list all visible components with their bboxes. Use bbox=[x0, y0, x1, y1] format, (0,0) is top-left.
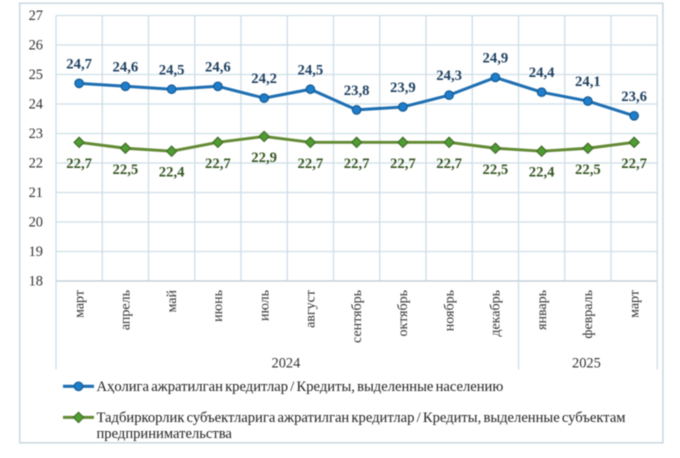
svg-text:23,8: 23,8 bbox=[344, 83, 370, 99]
svg-text:июнь: июнь bbox=[211, 290, 226, 322]
svg-text:24,6: 24,6 bbox=[113, 59, 139, 75]
svg-text:24,3: 24,3 bbox=[436, 68, 462, 84]
svg-text:24,6: 24,6 bbox=[205, 59, 231, 75]
svg-text:август: август bbox=[304, 290, 319, 328]
svg-text:23,6: 23,6 bbox=[621, 89, 647, 105]
svg-text:22: 22 bbox=[29, 155, 43, 171]
svg-text:22,7: 22,7 bbox=[344, 156, 370, 172]
svg-text:21: 21 bbox=[29, 185, 43, 201]
svg-text:24,4: 24,4 bbox=[529, 65, 555, 81]
svg-text:26: 26 bbox=[29, 37, 43, 53]
svg-text:24,9: 24,9 bbox=[483, 50, 509, 66]
svg-text:20: 20 bbox=[29, 214, 43, 230]
svg-text:22,7: 22,7 bbox=[298, 156, 324, 172]
svg-text:18: 18 bbox=[29, 273, 43, 289]
svg-text:март: март bbox=[627, 290, 642, 318]
svg-text:24,1: 24,1 bbox=[575, 74, 601, 90]
svg-text:22,7: 22,7 bbox=[66, 156, 92, 172]
svg-text:март: март bbox=[72, 290, 87, 318]
svg-text:апрель: апрель bbox=[119, 290, 134, 330]
svg-text:24,7: 24,7 bbox=[66, 56, 92, 72]
svg-text:ноябрь: ноябрь bbox=[442, 290, 457, 331]
svg-text:июль: июль bbox=[257, 290, 272, 321]
svg-text:22,9: 22,9 bbox=[251, 150, 277, 166]
svg-text:2025: 2025 bbox=[572, 356, 601, 372]
svg-text:февраль: февраль bbox=[581, 290, 596, 339]
svg-text:22,5: 22,5 bbox=[575, 162, 601, 178]
svg-text:24,5: 24,5 bbox=[159, 62, 185, 78]
svg-text:май: май bbox=[165, 290, 180, 313]
svg-text:22,5: 22,5 bbox=[483, 162, 509, 178]
svg-text:22,7: 22,7 bbox=[390, 156, 416, 172]
svg-text:декабрь: декабрь bbox=[489, 290, 504, 337]
svg-text:Аҳолига ажратилган кредитлар /: Аҳолига ажратилган кредитлар / Кредиты, … bbox=[97, 379, 504, 395]
svg-text:октябрь: октябрь bbox=[396, 290, 411, 337]
svg-text:24,5: 24,5 bbox=[298, 62, 324, 78]
svg-text:19: 19 bbox=[29, 244, 43, 260]
svg-text:22,4: 22,4 bbox=[159, 165, 185, 181]
svg-text:22,7: 22,7 bbox=[621, 156, 647, 172]
svg-text:22,7: 22,7 bbox=[436, 156, 462, 172]
svg-text:22,4: 22,4 bbox=[529, 165, 555, 181]
svg-text:2024: 2024 bbox=[272, 356, 301, 372]
svg-text:24: 24 bbox=[29, 96, 43, 112]
svg-text:25: 25 bbox=[29, 67, 43, 83]
svg-text:22,5: 22,5 bbox=[113, 162, 139, 178]
svg-text:23,9: 23,9 bbox=[390, 80, 416, 96]
svg-text:23: 23 bbox=[29, 126, 43, 142]
svg-text:сентябрь: сентябрь bbox=[350, 290, 365, 343]
svg-text:январь: январь bbox=[535, 290, 550, 330]
svg-text:27: 27 bbox=[29, 8, 43, 24]
svg-text:Тадбиркорлик субъектларига ажр: Тадбиркорлик субъектларига ажратилган кр… bbox=[97, 410, 626, 426]
svg-text:предпринимательства: предпринимательства bbox=[97, 426, 233, 442]
svg-text:24,2: 24,2 bbox=[251, 71, 277, 87]
svg-text:22,7: 22,7 bbox=[205, 156, 231, 172]
